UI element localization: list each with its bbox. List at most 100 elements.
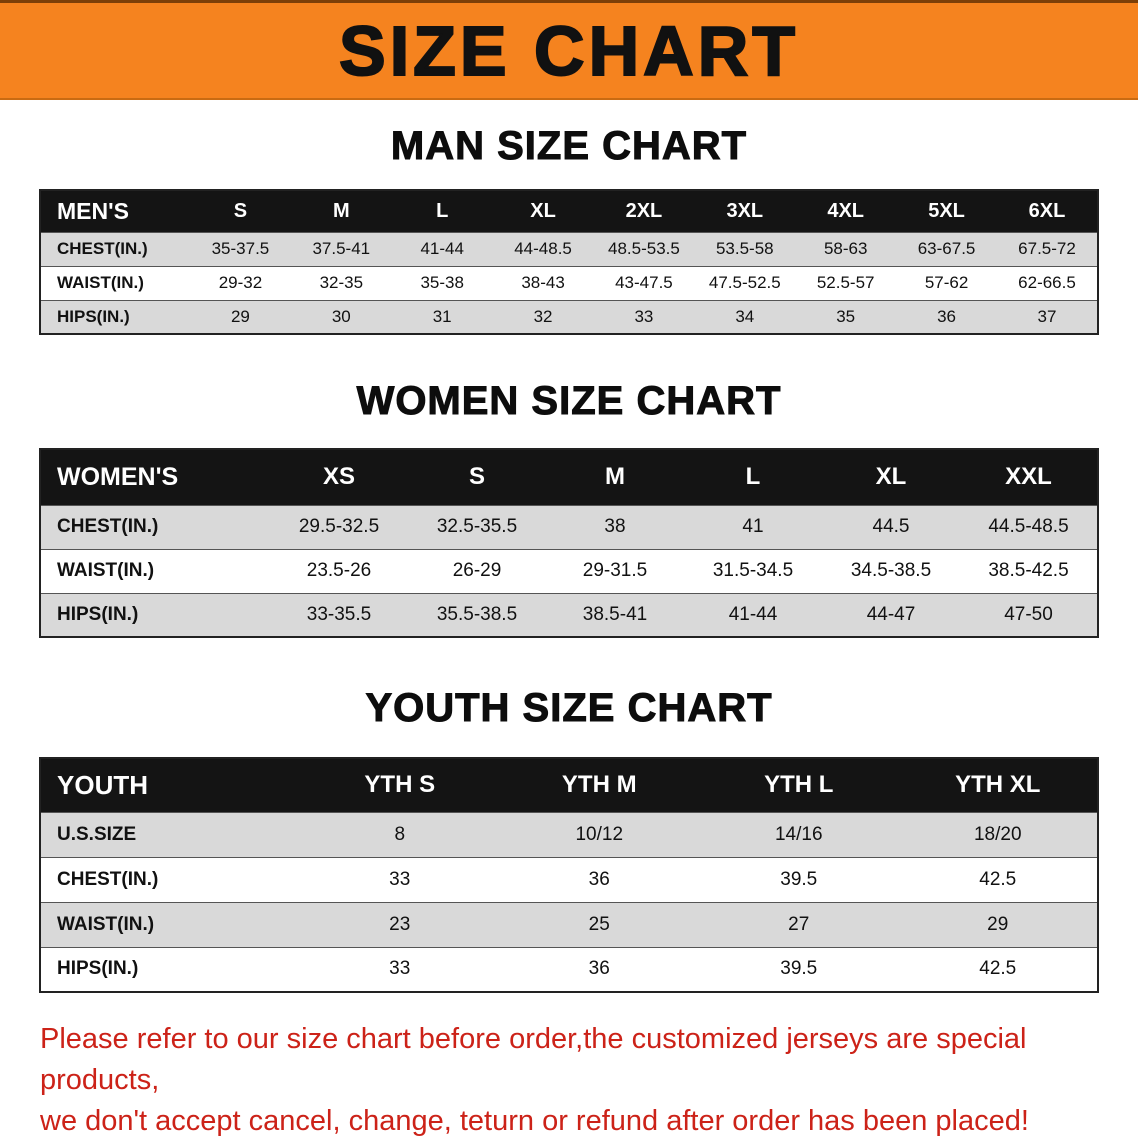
size-value-cell: 32.5-35.5 xyxy=(436,516,518,537)
row-label: CHEST(IN.) xyxy=(57,239,148,258)
youth-size-table: YOUTH YTH S YTH M YTH L YTH XL U.S.SIZE 8 10/12… xyxy=(39,757,1099,993)
table-row: HIPS(IN.) 33 36 39.5 42.5 xyxy=(40,947,1098,992)
size-value-cell: 32-35 xyxy=(319,273,364,292)
size-column-header: YTH L xyxy=(764,771,834,799)
table-header-row: MEN'S S M L XL 2XL 3XL 4XL 5XL 6XL xyxy=(40,190,1098,232)
size-value-cell: 44-48.5 xyxy=(514,239,572,258)
size-column-header: XXL xyxy=(1005,463,1052,491)
size-value-cell: 36 xyxy=(937,306,957,326)
size-value-cell: 29 xyxy=(230,306,250,326)
table-row: CHEST(IN.) 29.5-32.5 32.5-35.5 38 41 44.5 44.5… xyxy=(40,505,1098,549)
size-value-cell: 44.5 xyxy=(872,516,910,537)
size-value-cell: 62-66.5 xyxy=(1018,273,1076,292)
size-value-cell: 29 xyxy=(987,913,1009,935)
size-value-cell: 38.5-41 xyxy=(582,603,648,625)
size-column-header: 4XL xyxy=(827,199,865,222)
table-corner-label: WOMEN'S xyxy=(57,462,179,491)
table-row: WAIST(IN.) 23.5-26 26-29 29-31.5 31.5-34.5 34… xyxy=(40,549,1098,593)
size-value-cell: 38-43 xyxy=(521,273,565,292)
table-row: HIPS(IN.) 33-35.5 35.5-38.5 38.5-41 41-44 44-… xyxy=(40,593,1098,637)
size-value-cell: 47-50 xyxy=(1004,603,1053,625)
size-value-cell: 35 xyxy=(836,306,856,326)
size-value-cell: 34.5-38.5 xyxy=(850,560,932,581)
size-column-header: L xyxy=(745,463,761,491)
table-corner-label: YOUTH xyxy=(57,769,148,800)
size-value-cell: 32 xyxy=(533,306,553,326)
banner: SIZE CHART xyxy=(0,0,1138,100)
size-value-cell: 14/16 xyxy=(774,823,823,845)
youth-size-section: YOUTH SIZE CHART YOUTH YTH S YTH M YTH L YTH… xyxy=(0,686,1138,993)
table-header-row: WOMEN'S XS S M L XL XXL xyxy=(40,449,1098,505)
size-column-header: 3XL xyxy=(726,199,764,222)
row-label: U.S.SIZE xyxy=(57,823,137,845)
size-column-header: M xyxy=(605,463,625,491)
size-value-cell: 36 xyxy=(588,868,610,890)
size-value-cell: 29.5-32.5 xyxy=(298,516,380,537)
men-size-table: MEN'S S M L XL 2XL 3XL 4XL 5XL 6XL CHEST(IN.) 35-37… xyxy=(39,189,1099,335)
size-value-cell: 38.5-42.5 xyxy=(988,560,1069,581)
size-value-cell: 33 xyxy=(389,868,411,890)
women-section-heading: WOMEN SIZE CHART xyxy=(356,379,782,424)
size-column-header: YTH S xyxy=(364,771,436,799)
size-value-cell: 31 xyxy=(432,306,452,326)
size-value-cell: 29-31.5 xyxy=(582,560,648,581)
size-value-cell: 43-47.5 xyxy=(615,273,673,292)
size-column-header: 5XL xyxy=(928,199,965,222)
size-value-cell: 35.5-38.5 xyxy=(436,603,518,625)
row-label: WAIST(IN.) xyxy=(57,273,144,292)
size-value-cell: 63-67.5 xyxy=(917,239,976,258)
order-notice: Please refer to our size chart before or… xyxy=(40,1019,1138,1142)
row-label: HIPS(IN.) xyxy=(57,958,139,980)
size-column-header: S xyxy=(233,199,248,222)
size-column-header: XL xyxy=(875,463,907,491)
size-value-cell: 35-37.5 xyxy=(211,239,270,258)
size-value-cell: 31.5-34.5 xyxy=(712,560,794,581)
row-label: WAIST(IN.) xyxy=(57,913,155,935)
size-value-cell: 53.5-58 xyxy=(715,239,774,258)
size-value-cell: 10/12 xyxy=(575,823,624,845)
table-row: U.S.SIZE 8 10/12 14/16 18/20 xyxy=(40,812,1098,857)
size-value-cell: 44.5-48.5 xyxy=(988,516,1069,537)
size-column-header: L xyxy=(436,199,449,222)
size-value-cell: 34 xyxy=(735,306,755,326)
size-column-header: M xyxy=(332,199,350,222)
size-column-header: YTH XL xyxy=(955,771,1041,799)
table-row: CHEST(IN.) 33 36 39.5 42.5 xyxy=(40,857,1098,902)
size-value-cell: 8 xyxy=(394,823,406,845)
youth-section-heading: YOUTH SIZE CHART xyxy=(365,686,773,731)
size-value-cell: 58-63 xyxy=(823,239,868,258)
size-column-header: XS xyxy=(322,463,355,491)
size-value-cell: 47.5-52.5 xyxy=(708,273,781,292)
size-value-cell: 48.5-53.5 xyxy=(608,239,680,258)
size-value-cell: 41-44 xyxy=(420,239,464,258)
size-value-cell: 36 xyxy=(588,958,610,980)
size-value-cell: 42.5 xyxy=(979,868,1017,890)
row-label: HIPS(IN.) xyxy=(57,603,139,625)
size-value-cell: 30 xyxy=(331,306,351,326)
men-section-heading: MAN SIZE CHART xyxy=(390,124,748,169)
size-value-cell: 38 xyxy=(604,516,626,537)
size-value-cell: 26-29 xyxy=(452,560,502,581)
size-column-header: 2XL xyxy=(625,199,663,222)
size-value-cell: 27 xyxy=(788,913,810,935)
size-column-header: YTH M xyxy=(561,771,637,799)
size-value-cell: 18/20 xyxy=(973,823,1022,845)
size-value-cell: 23.5-26 xyxy=(306,560,372,581)
row-label: CHEST(IN.) xyxy=(57,516,159,537)
size-value-cell: 33 xyxy=(389,958,411,980)
size-column-header: 6XL xyxy=(1028,199,1066,222)
row-label: WAIST(IN.) xyxy=(57,560,155,581)
size-value-cell: 37.5-41 xyxy=(312,239,371,258)
size-column-header: XL xyxy=(530,199,556,222)
table-row: CHEST(IN.) 35-37.5 37.5-41 41-44 44-48.5 48.5… xyxy=(40,232,1098,266)
size-value-cell: 44-47 xyxy=(866,603,916,625)
size-value-cell: 23 xyxy=(389,913,411,935)
size-value-cell: 42.5 xyxy=(979,958,1017,980)
size-value-cell: 25 xyxy=(588,913,610,935)
notice-line-1: Please refer to our size chart before or… xyxy=(40,1023,1027,1096)
row-label: CHEST(IN.) xyxy=(57,868,159,890)
size-value-cell: 33-35.5 xyxy=(306,603,372,625)
size-column-header: S xyxy=(468,463,485,491)
size-value-cell: 57-62 xyxy=(924,273,969,292)
size-value-cell: 41 xyxy=(742,516,764,537)
